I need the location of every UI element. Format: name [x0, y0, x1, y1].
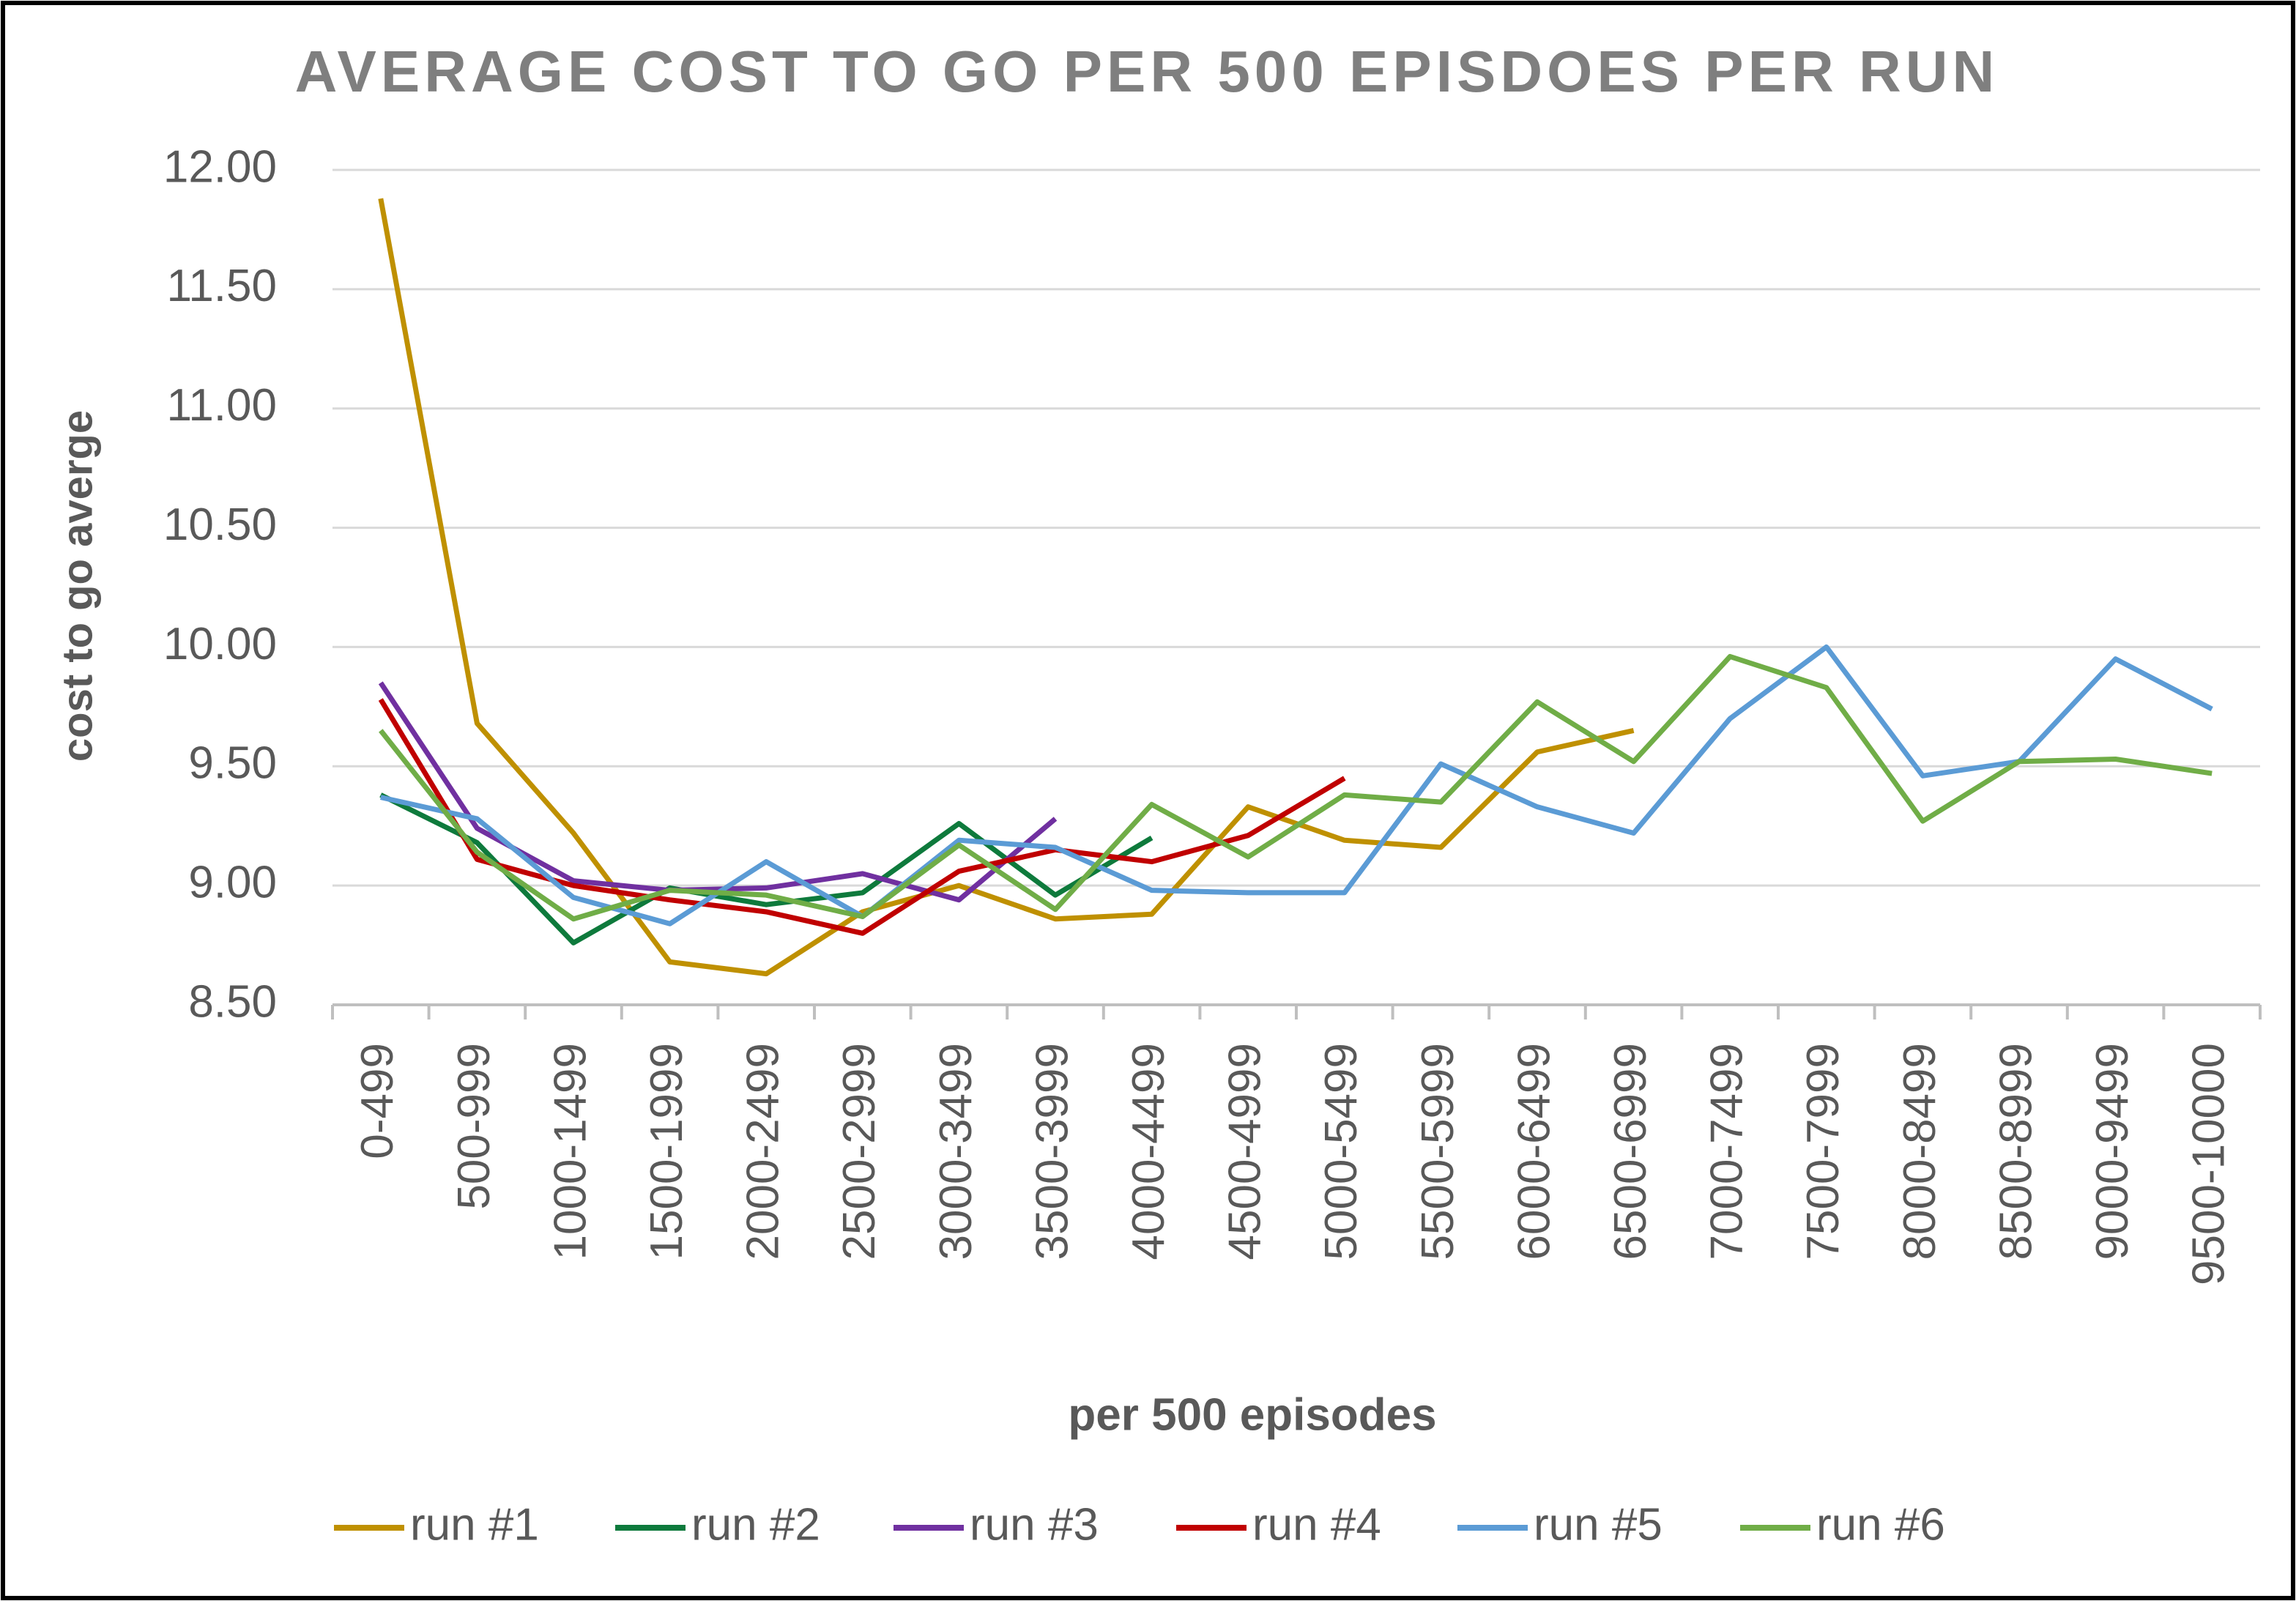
- x-tick-label: 4000-4499: [1123, 1043, 1174, 1260]
- y-tick-label: 12.00: [163, 141, 277, 192]
- y-axis-title: cost to go averge: [53, 410, 101, 762]
- legend-label: run #5: [1534, 1499, 1662, 1550]
- y-tick-label: 9.50: [188, 738, 277, 789]
- legend-label: run #1: [410, 1499, 539, 1550]
- y-tick-label: 9.00: [188, 858, 277, 908]
- series-line: [378, 698, 1346, 936]
- x-tick-label: 5000-5499: [1316, 1043, 1367, 1260]
- y-tick-label: 10.50: [163, 499, 277, 550]
- x-tick-label: 3000-3499: [931, 1043, 981, 1260]
- x-tick-label: 3500-3999: [1027, 1043, 1077, 1260]
- series-line: [379, 653, 2213, 922]
- x-tick-label: 6000-6499: [1509, 1043, 1559, 1260]
- legend-label: run #4: [1252, 1499, 1381, 1550]
- x-tick-label: 9500-10000: [2184, 1043, 2234, 1285]
- x-tick-label: 500-999: [449, 1043, 499, 1210]
- x-tick-label: 7500-7999: [1798, 1043, 1849, 1260]
- chart-title: AVERAGE COST TO GO PER 500 EPISDOES PER …: [295, 39, 1999, 104]
- x-tick-label: 2500-2999: [834, 1043, 885, 1260]
- x-tick-label: 2000-2499: [738, 1043, 789, 1260]
- y-tick-label: 11.50: [166, 261, 277, 311]
- legend-label: run #2: [691, 1499, 820, 1550]
- x-tick-label: 8000-8499: [1895, 1043, 1945, 1260]
- series-line: [380, 644, 2213, 926]
- x-tick-label: 8500-8999: [1991, 1043, 2041, 1260]
- x-tick-label: 6500-6999: [1605, 1043, 1656, 1260]
- y-tick-label: 10.00: [163, 619, 277, 669]
- series-line: [378, 681, 1058, 903]
- x-tick-label: 7000-7499: [1702, 1043, 1753, 1260]
- x-tick-label: 9000-9499: [2087, 1043, 2138, 1260]
- y-tick-label: 11.00: [166, 380, 277, 431]
- x-tick-label: 1500-1999: [642, 1043, 692, 1260]
- y-tick-label: 8.50: [188, 976, 277, 1027]
- legend-label: run #3: [970, 1499, 1099, 1550]
- x-tick-label: 0-499: [352, 1043, 403, 1159]
- x-tick-label: 5500-5999: [1413, 1043, 1463, 1260]
- series-line: [378, 198, 1635, 977]
- x-tick-label: 4500-4999: [1220, 1043, 1271, 1260]
- legend-label: run #6: [1816, 1499, 1945, 1550]
- x-axis-title: per 500 episodes: [1068, 1389, 1436, 1440]
- x-tick-label: 1000-1499: [545, 1043, 595, 1260]
